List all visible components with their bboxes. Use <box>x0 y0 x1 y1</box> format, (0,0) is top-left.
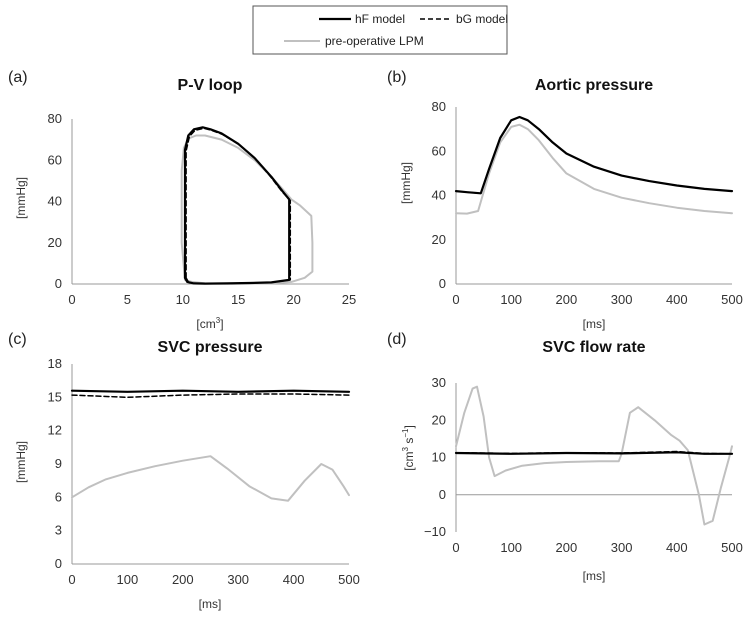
panel-d-ylabel-sup1: 3 <box>401 446 410 451</box>
panel-a-x-tick-label: 0 <box>68 292 75 307</box>
panel-c-series-bg-model <box>71 393 350 399</box>
panel-d-title: SVC flow rate <box>542 339 645 356</box>
panel-a-xlabel-main: [cm <box>196 317 215 331</box>
panel-a-title: P-V loop <box>178 77 243 94</box>
panel-c-y-tick-label: 0 <box>55 556 62 571</box>
panel-c: (c) SVC pressure [mmHg] [ms] <box>8 331 263 611</box>
panel-a-xlabel: [cm3] <box>196 316 223 331</box>
panel-c-y-tick-label: 6 <box>55 489 62 504</box>
panel-b-series-bg-model <box>455 116 733 195</box>
panel-c-x-tick-label: 100 <box>117 572 139 587</box>
panel-a-x-tick-label: 10 <box>176 292 190 307</box>
panel-b-series-pre-operative-lpm <box>455 123 733 215</box>
panel-c-x-tick-label: 200 <box>172 572 194 587</box>
panel-c-series-pre-operative-lpm <box>71 455 350 502</box>
panel-a-x-tick-label: 25 <box>342 292 356 307</box>
panel-c-x-tick-label: 500 <box>338 572 360 587</box>
panel-a: (a) P-V loop [mmHg] [cm3] <box>8 69 243 331</box>
panel-d-y-tick-label: 10 <box>432 450 446 465</box>
panel-a-x-tick-label: 15 <box>231 292 245 307</box>
panel-d-x-tick-label: 100 <box>500 540 522 555</box>
panel-b-title: Aortic pressure <box>535 77 653 94</box>
panel-d-xlabel: [ms] <box>583 569 606 583</box>
panel-c-y-tick-label: 3 <box>55 523 62 538</box>
panel-a-plot: 0 5 10 15 20 25 0 20 40 60 80 <box>48 111 357 307</box>
panel-d-series-bg-model <box>455 450 733 455</box>
panel-d-x-tick-label: 200 <box>556 540 578 555</box>
panel-c-plot: 0 100 200 300 400 500 0 3 6 9 12 15 18 <box>48 356 360 587</box>
panel-b-y-tick-label: 0 <box>439 276 446 291</box>
panel-b-y-tick-label: 60 <box>432 143 446 158</box>
panel-c-series-hf-model <box>70 389 351 393</box>
panel-d-x-tick-label: 400 <box>666 540 688 555</box>
panel-a-y-tick-label: 40 <box>48 194 62 209</box>
panel-d-ylabel-main: [cm <box>402 451 416 470</box>
legend-label-hf: hF model <box>355 12 405 26</box>
panel-c-x-tick-label: 0 <box>68 572 75 587</box>
panel-b-y-tick-label: 20 <box>432 232 446 247</box>
panel-d-plot: 0 100 200 300 400 500 −10 0 10 20 30 <box>424 375 743 555</box>
panel-c-x-tick-label: 300 <box>227 572 249 587</box>
panel-b-y-tick-label: 80 <box>432 99 446 114</box>
panel-b-x-tick-label: 300 <box>611 292 633 307</box>
panel-b-x-tick-label: 400 <box>666 292 688 307</box>
panel-b-x-tick-label: 200 <box>556 292 578 307</box>
panel-c-ylabel: [mmHg] <box>14 441 28 483</box>
panel-c-xlabel: [ms] <box>199 597 222 611</box>
panel-a-label: (a) <box>8 69 28 86</box>
panel-d-ylabel: [cm3 s−1] <box>401 425 416 471</box>
panel-d-x-tick-label: 0 <box>452 540 459 555</box>
panel-a-y-tick-label: 0 <box>55 276 62 291</box>
panel-d-x-tick-label: 500 <box>721 540 743 555</box>
panel-d: (d) SVC flow rate [cm3 s−1] [ms] <box>387 331 646 583</box>
legend-label-lpm: pre-operative LPM <box>325 34 424 48</box>
panel-a-y-tick-label: 80 <box>48 111 62 126</box>
panel-d-ylabel-end: ] <box>402 425 416 428</box>
panel-d-x-tick-label: 300 <box>611 540 633 555</box>
panel-d-y-tick-label: 0 <box>439 487 446 502</box>
panel-b-x-tick-label: 100 <box>500 292 522 307</box>
panel-d-y-tick-label: 30 <box>432 375 446 390</box>
panel-c-y-tick-label: 18 <box>48 356 62 371</box>
panel-b-ylabel: [mmHg] <box>399 162 413 204</box>
panel-c-label: (c) <box>8 331 27 348</box>
panel-b-xlabel: [ms] <box>583 317 606 331</box>
panel-a-series-bg-model <box>185 127 292 285</box>
panel-b: (b) Aortic pressure [mmHg] [ms] <box>387 69 653 331</box>
panel-a-y-tick-label: 60 <box>48 152 62 167</box>
panel-c-y-tick-label: 15 <box>48 389 62 404</box>
panel-c-y-tick-label: 9 <box>55 456 62 471</box>
panel-a-series-pre-operative-lpm <box>180 134 314 285</box>
panel-a-x-tick-label: 5 <box>124 292 131 307</box>
panel-d-ylabel-mid: s <box>402 438 416 447</box>
legend: hF model bG model pre-operative LPM <box>252 5 508 55</box>
panel-b-label: (b) <box>387 69 407 86</box>
legend-label-bg: bG model <box>456 12 508 26</box>
panel-a-xlabel-sup: 3 <box>216 316 221 325</box>
panel-a-series-hf-model <box>183 126 291 285</box>
panel-b-x-tick-label: 0 <box>452 292 459 307</box>
legend-box <box>252 5 508 55</box>
panel-c-y-tick-label: 12 <box>48 423 62 438</box>
panel-d-label: (d) <box>387 331 407 348</box>
panel-c-title: SVC pressure <box>158 339 263 356</box>
panel-a-x-tick-label: 20 <box>286 292 300 307</box>
panel-b-series-hf-model <box>454 115 734 195</box>
panel-d-y-tick-label: −10 <box>424 524 446 539</box>
panel-a-y-tick-label: 20 <box>48 235 62 250</box>
panel-c-x-tick-label: 400 <box>283 572 305 587</box>
panel-b-plot: 0 100 200 300 400 500 0 20 40 60 80 <box>432 99 743 307</box>
panel-a-ylabel: [mmHg] <box>14 177 28 219</box>
panel-d-series-pre-operative-lpm <box>455 385 733 526</box>
panel-b-x-tick-label: 500 <box>721 292 743 307</box>
panel-d-y-tick-label: 20 <box>432 412 446 427</box>
panel-a-xlabel-end: ] <box>220 317 223 331</box>
panel-d-ylabel-sup2: −1 <box>401 428 410 438</box>
panel-b-y-tick-label: 40 <box>432 188 446 203</box>
